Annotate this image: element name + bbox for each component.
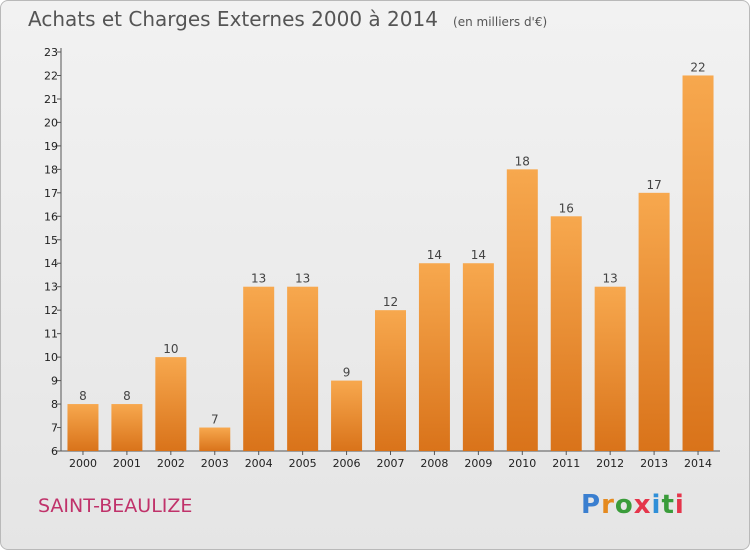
x-tick-label: 2006 — [333, 457, 361, 470]
x-tick-label: 2003 — [201, 457, 229, 470]
logo-letter: t — [661, 490, 675, 520]
data-label: 17 — [646, 178, 661, 192]
bar — [418, 263, 450, 451]
chart-title: Achats et Charges Externes 2000 à 2014 — [28, 7, 438, 31]
x-tick-label: 2013 — [640, 457, 668, 470]
y-tick-label: 21 — [44, 93, 58, 106]
axes: 6 7 8 9 10 11 12 13 14 15 16 17 18 19 20 21 22 23 2000 2001… — [44, 46, 720, 470]
proxiti-logo: Proxiti — [581, 490, 685, 520]
y-tick-label: 19 — [44, 140, 58, 153]
y-tick-label: 14 — [44, 257, 58, 270]
bar — [462, 263, 494, 451]
data-label: 18 — [515, 154, 530, 168]
y-tick-label: 15 — [44, 234, 58, 247]
data-label: 16 — [559, 201, 574, 215]
logo-letter: r — [601, 490, 615, 520]
chart-subtitle: (en milliers d'€) — [453, 15, 548, 29]
bar — [682, 75, 714, 452]
bar — [111, 404, 143, 451]
logo-letter: i — [651, 490, 662, 520]
bar — [331, 380, 363, 451]
data-label: 22 — [690, 60, 705, 74]
logo-letter: x — [633, 490, 652, 520]
commune-name: SAINT-BEAULIZE — [38, 495, 193, 517]
bar — [550, 216, 582, 451]
y-tick-label: 11 — [44, 328, 58, 341]
logo-letter: P — [581, 490, 602, 520]
data-label: 8 — [79, 389, 87, 403]
data-label: 8 — [123, 389, 131, 403]
x-tick-label: 2009 — [464, 457, 492, 470]
y-tick-label: 18 — [44, 163, 58, 176]
data-label: 12 — [383, 295, 398, 309]
data-label: 13 — [295, 272, 310, 286]
y-tick-label: 9 — [51, 375, 58, 388]
bar — [67, 404, 99, 451]
y-tick-label: 23 — [44, 46, 58, 59]
bar — [243, 286, 275, 451]
x-tick-label: 2005 — [289, 457, 317, 470]
logo-letter: i — [674, 490, 685, 520]
y-tick-label: 16 — [44, 210, 58, 223]
data-label: 10 — [163, 342, 178, 356]
y-tick-label: 20 — [44, 116, 58, 129]
bars: 8 8 10 7 13 13 9 12 14 14 18 16 13 17 22 — [67, 60, 714, 452]
x-tick-label: 2004 — [245, 457, 273, 470]
y-tick-label: 17 — [44, 187, 58, 200]
logo-letter: o — [614, 490, 634, 520]
y-tick-label: 10 — [44, 351, 58, 364]
bar — [506, 169, 538, 451]
x-tick-label: 2002 — [157, 457, 185, 470]
data-label: 14 — [471, 248, 486, 262]
x-tick-label: 2001 — [113, 457, 141, 470]
bar — [375, 310, 406, 451]
x-tick-label: 2008 — [420, 457, 448, 470]
y-tick-label: 22 — [44, 69, 58, 82]
x-tick-label: 2011 — [552, 457, 580, 470]
bar — [155, 357, 187, 451]
x-tick-label: 2010 — [508, 457, 536, 470]
title-row: Achats et Charges Externes 2000 à 2014 (… — [28, 7, 547, 31]
x-tick-label: 2007 — [377, 457, 405, 470]
data-label: 7 — [211, 413, 219, 427]
data-label: 14 — [427, 248, 442, 262]
x-tick-label: 2014 — [684, 457, 712, 470]
y-tick-label: 7 — [51, 422, 58, 435]
bar — [594, 286, 626, 451]
x-tick-label: 2012 — [596, 457, 624, 470]
data-label: 9 — [343, 366, 351, 380]
data-label: 13 — [603, 272, 618, 286]
bar — [638, 192, 670, 451]
y-tick-label: 8 — [51, 398, 58, 411]
data-label: 13 — [251, 272, 266, 286]
y-tick-label: 12 — [44, 304, 58, 317]
y-tick-label: 6 — [51, 445, 58, 458]
bar — [199, 427, 231, 451]
y-tick-label: 13 — [44, 281, 58, 294]
x-tick-label: 2000 — [69, 457, 97, 470]
bar — [287, 286, 319, 451]
